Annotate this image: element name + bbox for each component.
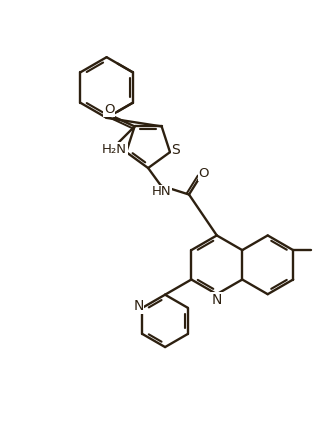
Text: N: N: [212, 293, 222, 307]
Text: H₂N: H₂N: [102, 143, 127, 156]
Text: O: O: [104, 104, 114, 116]
Text: S: S: [171, 142, 180, 156]
Text: O: O: [199, 167, 209, 180]
Text: HN: HN: [152, 185, 171, 198]
Text: N: N: [133, 299, 144, 313]
